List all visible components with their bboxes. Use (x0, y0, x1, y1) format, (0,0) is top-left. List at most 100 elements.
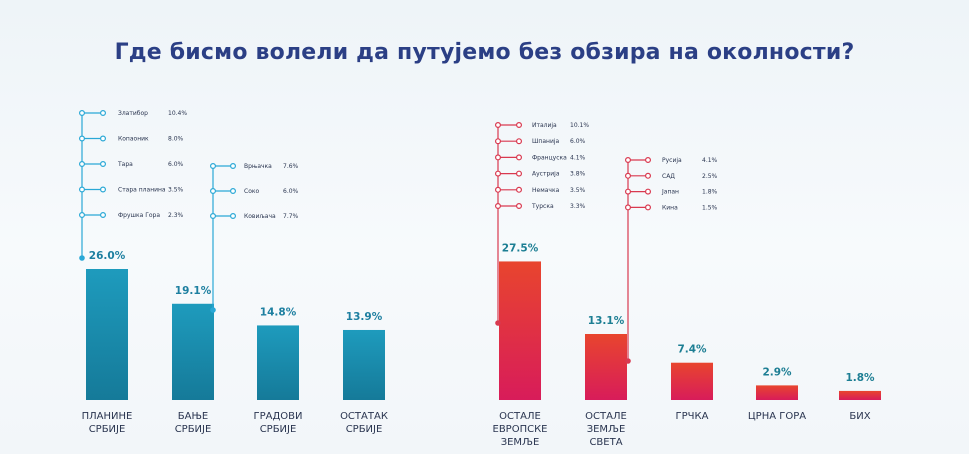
bar-1 (86, 269, 128, 400)
breakdown-item-name-3-6: Турска (531, 203, 554, 210)
bar-9 (839, 390, 881, 400)
breakdown-end-node-3-4 (515, 170, 522, 177)
breakdown-node-4-4 (624, 204, 631, 211)
breakdown-item-value-3-2: 6.0% (570, 138, 586, 145)
bar-4 (343, 329, 385, 400)
breakdown-item-name-4-3: Јапан (661, 189, 679, 196)
breakdown-end-node-3-1 (515, 121, 522, 128)
breakdown-node-2-2 (210, 188, 217, 195)
breakdown-item-value-3-6: 3.3% (570, 203, 586, 210)
category-label-6-line-1: ОСТАЛЕ (585, 411, 627, 422)
bar-value-label-8: 2.9% (762, 366, 792, 378)
category-label-2-line-1: БАЊЕ (178, 411, 208, 422)
breakdown-end-node-1-5 (99, 212, 106, 219)
category-label-3-line-2: СРБИЈЕ (260, 424, 297, 435)
breakdown-item-value-1-3: 6.0% (168, 161, 184, 168)
breakdown-item-value-1-2: 8.0% (168, 136, 184, 143)
breakdown-item-value-2-1: 7.6% (283, 163, 299, 170)
breakdown-node-3-5 (495, 186, 502, 193)
breakdown-end-node-3-3 (515, 154, 522, 161)
breakdown-item-name-4-2: САД (662, 173, 675, 180)
chart-title: Где бисмо волели да путујемо без обзира … (114, 40, 855, 65)
breakdown-item-value-4-3: 1.8% (702, 189, 718, 196)
category-label-8-line-1: ЦРНА ГОРА (748, 411, 806, 422)
breakdown-anchor-dot-3 (495, 320, 501, 326)
breakdown-end-node-4-2 (644, 172, 651, 179)
breakdown-anchor-dot-1 (79, 255, 85, 261)
breakdown-item-value-3-3: 4.1% (570, 154, 586, 161)
breakdown-node-1-1 (78, 109, 85, 116)
breakdown-item-value-3-5: 3.5% (570, 187, 586, 194)
breakdown-item-name-2-3: Ковиљача (244, 213, 276, 220)
breakdown-end-node-4-4 (644, 204, 651, 211)
breakdown-end-node-2-2 (230, 188, 237, 195)
breakdown-node-3-4 (495, 170, 502, 177)
breakdown-end-node-3-2 (515, 138, 522, 145)
bar-value-label-7: 7.4% (677, 344, 707, 356)
breakdown-item-value-3-4: 3.8% (570, 171, 586, 178)
breakdown-end-node-1-4 (99, 186, 106, 193)
bar-value-label-3: 14.8% (260, 306, 297, 318)
breakdown-item-name-1-4: Стара планина (118, 187, 166, 194)
breakdown-node-3-1 (495, 121, 502, 128)
breakdown-item-name-4-1: Русија (662, 157, 682, 164)
category-label-5-line-3: ЗЕМЉЕ (501, 437, 540, 448)
breakdown-node-1-4 (78, 186, 85, 193)
breakdown-item-name-2-2: Соко (244, 188, 259, 195)
breakdown-end-node-2-3 (230, 213, 237, 220)
breakdown-end-node-1-2 (99, 135, 106, 142)
breakdown-item-name-3-5: Немачка (532, 187, 560, 194)
breakdown-item-name-3-2: Шпанија (532, 138, 560, 145)
bar-value-label-5: 27.5% (502, 242, 539, 254)
breakdown-item-name-2-1: Врњачка (244, 163, 272, 170)
bar-2 (172, 303, 214, 400)
bar-6 (585, 333, 627, 400)
bar-value-label-6: 13.1% (588, 315, 625, 327)
breakdown-end-node-4-3 (644, 188, 651, 195)
breakdown-node-1-2 (78, 135, 85, 142)
breakdown-node-2-3 (210, 213, 217, 220)
bar-7 (671, 362, 713, 400)
breakdown-anchor-dot-4 (625, 358, 631, 364)
breakdown-end-node-4-1 (644, 157, 651, 164)
category-label-7-line-1: ГРЧКА (676, 411, 709, 422)
breakdown-item-name-3-1: Италија (532, 122, 557, 129)
category-label-6-line-2: ЗЕМЉЕ (587, 424, 626, 435)
category-label-2-line-2: СРБИЈЕ (175, 424, 212, 435)
breakdown-item-name-1-5: Фрушка Гора (118, 212, 160, 219)
category-label-9-line-1: БИХ (849, 411, 870, 422)
breakdown-item-value-1-1: 10.4% (168, 110, 187, 117)
breakdown-end-node-1-1 (99, 109, 106, 116)
bar-value-label-1: 26.0% (89, 250, 126, 262)
breakdown-node-3-3 (495, 154, 502, 161)
breakdown-item-value-1-4: 3.5% (168, 187, 184, 194)
breakdown-item-value-2-2: 6.0% (283, 188, 299, 195)
breakdown-anchor-dot-2 (210, 307, 216, 313)
bar-3 (257, 325, 299, 400)
breakdown-node-4-1 (624, 157, 631, 164)
breakdown-end-node-2-1 (230, 163, 237, 170)
breakdown-item-value-4-1: 4.1% (702, 157, 718, 164)
breakdown-item-value-1-5: 2.3% (168, 212, 184, 219)
category-label-6-line-3: СВЕТА (589, 437, 622, 448)
category-label-1-line-1: ПЛАНИНЕ (82, 411, 133, 422)
breakdown-item-name-4-4: Кина (662, 204, 678, 211)
breakdown-node-4-2 (624, 172, 631, 179)
breakdown-item-value-3-1: 10.1% (570, 122, 589, 129)
breakdown-item-value-4-4: 1.5% (702, 204, 718, 211)
bar-value-label-9: 1.8% (845, 372, 875, 384)
breakdown-item-value-4-2: 2.5% (702, 173, 718, 180)
bar-value-label-4: 13.9% (346, 311, 383, 323)
breakdown-end-node-1-3 (99, 161, 106, 168)
breakdown-node-3-6 (495, 203, 502, 210)
breakdown-node-4-3 (624, 188, 631, 195)
breakdown-node-2-1 (210, 163, 217, 170)
bar-value-label-2: 19.1% (175, 285, 212, 297)
breakdown-item-name-1-1: Златибор (118, 110, 148, 117)
breakdown-item-name-3-4: Аустрија (532, 171, 560, 178)
breakdown-item-name-3-3: Француска (532, 154, 567, 161)
category-label-1-line-2: СРБИЈЕ (89, 424, 126, 435)
category-label-5-line-1: ОСТАЛЕ (499, 411, 541, 422)
